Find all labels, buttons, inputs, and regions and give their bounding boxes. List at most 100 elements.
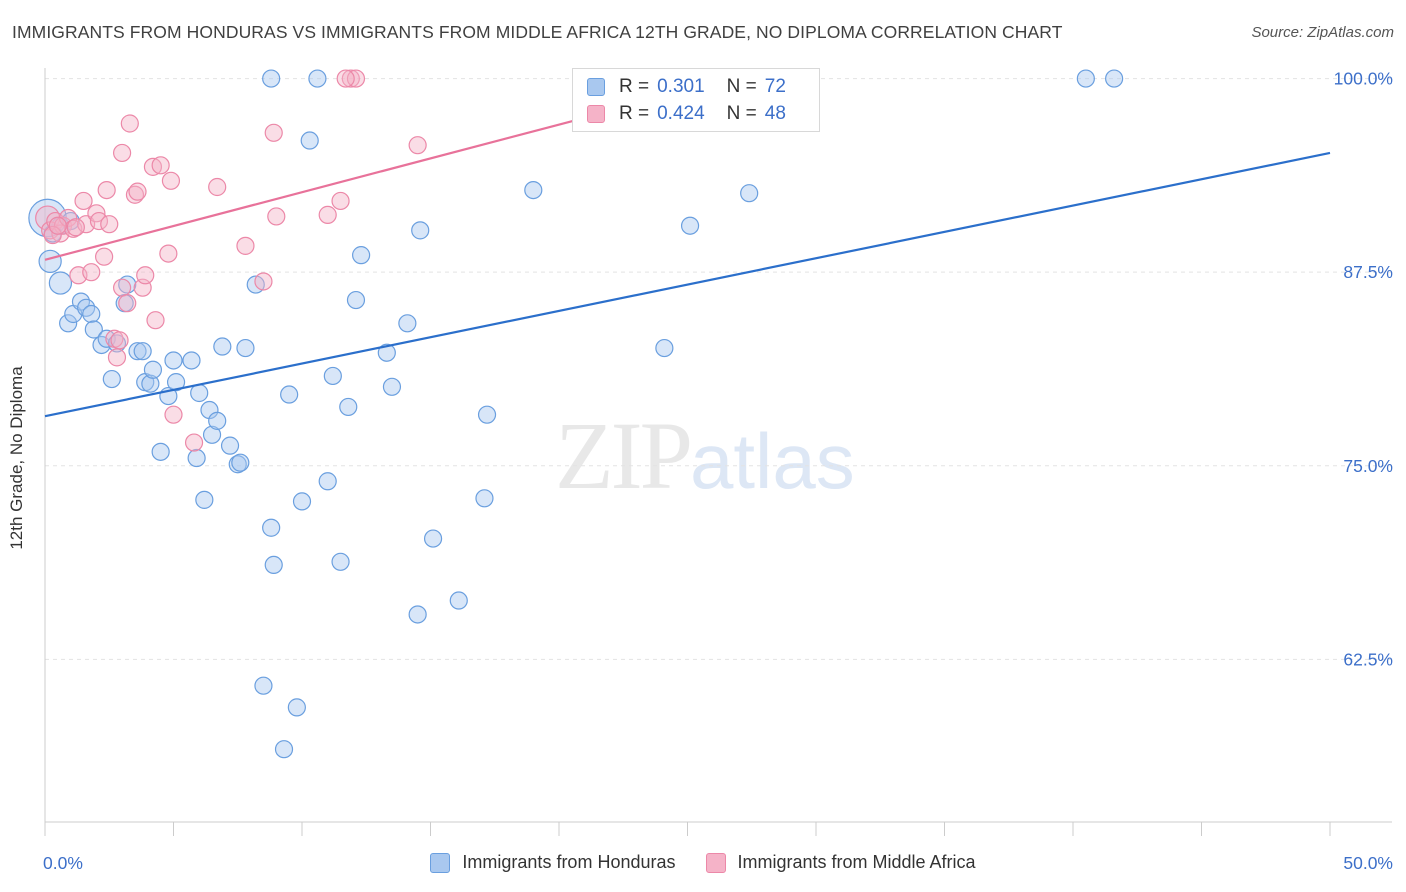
honduras-point <box>143 360 163 379</box>
africa-point <box>95 247 114 266</box>
y-tick-label: 62.5% <box>1343 649 1393 669</box>
honduras-point <box>264 555 283 575</box>
honduras-point <box>118 275 137 294</box>
chart-title: IMMIGRANTS FROM HONDURAS VS IMMIGRANTS F… <box>12 22 1063 42</box>
honduras-point <box>141 374 160 393</box>
honduras-point <box>318 472 337 491</box>
africa-point <box>100 215 119 234</box>
africa-legend-swatch <box>705 852 726 873</box>
africa-point <box>208 177 227 197</box>
africa-point <box>143 157 163 176</box>
africa-point <box>336 69 355 88</box>
africa-point <box>267 207 286 226</box>
honduras-point <box>208 411 227 430</box>
africa-point <box>89 211 109 231</box>
honduras-point <box>287 698 306 717</box>
africa-point <box>341 69 360 88</box>
africa-point <box>43 225 62 245</box>
honduras-point <box>48 271 73 295</box>
honduras-point <box>740 184 759 203</box>
honduras-point <box>1076 69 1095 88</box>
honduras-point <box>280 385 299 404</box>
honduras-point <box>423 529 443 548</box>
honduras-point <box>164 351 183 370</box>
series-honduras-points <box>28 69 1124 759</box>
honduras-point <box>346 290 366 310</box>
watermark: ZIPatlas <box>555 400 855 511</box>
honduras-legend-swatch <box>430 852 451 873</box>
africa-point <box>112 278 132 297</box>
africa-point <box>66 218 85 237</box>
africa-point <box>125 185 145 204</box>
honduras-point <box>151 442 170 461</box>
honduras-point <box>382 377 402 396</box>
n-value: 48 <box>764 103 786 124</box>
r-value: 0.301 <box>657 76 705 97</box>
honduras-point <box>166 373 186 392</box>
honduras-point <box>187 448 206 468</box>
honduras-trend-line <box>44 151 1331 418</box>
africa-point <box>164 405 183 424</box>
africa-point <box>254 272 273 291</box>
africa-point <box>184 433 204 452</box>
honduras-swatch <box>587 78 605 96</box>
n-label: N = <box>726 103 757 124</box>
honduras-point <box>408 605 427 624</box>
legend-label: Immigrants from Middle Africa <box>737 852 976 872</box>
legend-row-africa: R = 0.424 N = 48 <box>587 102 786 126</box>
honduras-point <box>190 383 209 403</box>
honduras-point <box>254 676 273 695</box>
honduras-point <box>524 180 543 200</box>
tick-labels: 100.0% 87.5% 75.0% 62.5% 0.0% 50.0% <box>43 69 1393 873</box>
africa-point <box>408 136 427 155</box>
legend-item-honduras[interactable]: Immigrants from Honduras <box>430 852 676 873</box>
honduras-point <box>202 425 222 444</box>
r-value: 0.424 <box>657 103 705 124</box>
honduras-point <box>82 304 101 324</box>
honduras-point <box>477 405 497 424</box>
legend-item-africa[interactable]: Immigrants from Middle Africa <box>705 852 976 873</box>
axes <box>44 68 1392 836</box>
africa-point <box>236 236 255 255</box>
honduras-point <box>292 492 312 511</box>
honduras-point <box>262 518 281 537</box>
honduras-point <box>231 453 250 472</box>
africa-point <box>74 191 93 211</box>
africa-point <box>48 216 67 235</box>
africa-point <box>120 114 139 133</box>
y-tick-label: 100.0% <box>1334 69 1393 89</box>
r-label: R = <box>619 103 650 124</box>
legend-row-honduras: R = 0.301 N = 72 <box>587 75 786 99</box>
honduras-point <box>680 216 700 235</box>
africa-point <box>146 311 165 330</box>
africa-point <box>128 182 147 201</box>
africa-point <box>346 69 366 88</box>
honduras-point <box>84 320 103 339</box>
series-legend: Immigrants from Honduras Immigrants from… <box>0 852 1406 873</box>
honduras-point <box>59 314 78 333</box>
honduras-point <box>195 490 214 509</box>
watermark-atlas: atlas <box>690 417 855 505</box>
honduras-point <box>220 436 240 455</box>
y-tick-label: 75.0% <box>1343 456 1393 476</box>
honduras-point <box>38 249 62 273</box>
africa-point <box>82 263 101 282</box>
chart-source: Source: ZipAtlas.com <box>1251 24 1394 41</box>
honduras-point <box>182 351 201 370</box>
honduras-point <box>339 397 358 417</box>
africa-point <box>331 191 350 211</box>
honduras-point <box>398 314 417 333</box>
honduras-point <box>128 342 147 361</box>
x-tick-label: 50.0% <box>1343 853 1393 873</box>
africa-point <box>118 294 137 313</box>
grid-lines <box>45 78 1392 660</box>
africa-point <box>112 143 132 163</box>
africa-point <box>318 205 337 224</box>
n-label: N = <box>726 76 757 97</box>
honduras-point <box>411 221 430 240</box>
honduras-point <box>274 740 294 759</box>
africa-point <box>107 348 127 367</box>
y-tick-label: 87.5% <box>1343 262 1393 282</box>
honduras-point <box>102 369 121 389</box>
